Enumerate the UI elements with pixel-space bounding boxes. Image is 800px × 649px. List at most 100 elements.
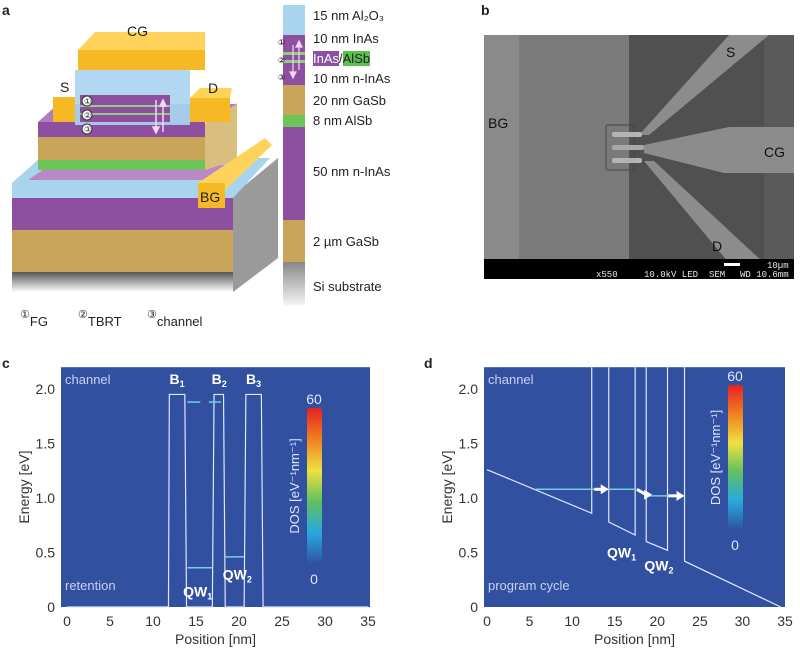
colorbar-max: 60 (727, 368, 743, 384)
annotation-channel: channel (488, 372, 534, 387)
band-edge-line (608, 367, 636, 537)
tunnel-arrows (151, 98, 168, 135)
x-tick-label: 0 (63, 613, 71, 629)
col-si (283, 262, 305, 305)
quantum-well-label: QW2 (223, 566, 252, 584)
tunneling-arrow-head (676, 490, 685, 501)
d-label: D (208, 80, 218, 96)
gasb-layer (38, 137, 205, 160)
col-n-inas (283, 127, 305, 220)
wd-text: WD 10.6mm (740, 270, 789, 279)
bg-top (198, 138, 272, 190)
cg-electrode (644, 127, 794, 173)
quantum-well-label: QW2 (644, 558, 673, 576)
x-tick-label: 20 (231, 613, 247, 629)
legend-text: channel (156, 314, 203, 329)
legend-num: ① (20, 309, 30, 321)
colorbar-label: DOS [eV⁻¹nm⁻¹] (287, 438, 302, 533)
col-alsb (283, 115, 305, 127)
x-tick-label: 35 (360, 613, 376, 629)
colorbar-label: DOS [eV⁻¹nm⁻¹] (708, 410, 723, 505)
legend-tbrt: ②TBRT (78, 308, 122, 329)
col-marker-1: ① (278, 38, 285, 47)
y-tick-label: 0 (47, 599, 55, 615)
sem-bg-label: BG (488, 115, 508, 131)
tunneling-arrow-head (600, 484, 609, 495)
y-tick-label: 1.0 (36, 490, 56, 506)
x-tick-label: 0 (483, 613, 491, 629)
si-substrate (12, 272, 233, 292)
annotation-bottom: retention (65, 578, 116, 593)
legend-text: TBRT (87, 314, 122, 329)
s-electrode (639, 35, 769, 135)
marker-3: ③ (84, 125, 91, 134)
colorbar (728, 385, 743, 530)
gasb-buffer (12, 230, 233, 272)
x-tick-label: 10 (145, 613, 161, 629)
x-tick-label: 20 (649, 613, 665, 629)
substrate-side (233, 158, 278, 292)
col-alsb-stripe (283, 52, 305, 55)
finger (612, 132, 642, 137)
quantum-well-label: QW1 (183, 584, 212, 602)
col-arrows (289, 39, 303, 80)
col-al2o3 (283, 5, 305, 35)
x-tick-label: 5 (106, 613, 114, 629)
legend-num: ③ (147, 309, 157, 321)
sem-image: BG S CG D 10µm x550 10.0kV LED SEM WD 10… (484, 35, 794, 279)
bg-electrode (484, 35, 519, 279)
x-tick-label: 30 (317, 613, 333, 629)
sem-s-label: S (726, 44, 735, 60)
sem-d-label: D (712, 238, 722, 254)
quantum-well-label: QW1 (607, 545, 636, 563)
annotation-channel: channel (65, 372, 111, 387)
layer-label: 8 nm AlSb (313, 113, 373, 128)
y-axis-label: Energy [eV] (16, 451, 32, 524)
mesa-region (519, 35, 629, 279)
control-gate (78, 50, 205, 70)
s-label: S (60, 79, 69, 95)
layer-label-inas-alsb: InAs/AlSb (313, 51, 371, 66)
x-tick-label: 15 (188, 613, 204, 629)
cg-top (78, 32, 205, 50)
layer-label: 50 nm n-InAs (313, 164, 391, 179)
fg-layers (80, 95, 170, 122)
colorbar (307, 408, 322, 564)
panel-label-a: a (2, 2, 10, 18)
alsb-tag: AlSb (342, 51, 371, 66)
sem-cg-label: CG (764, 144, 785, 160)
tbrt-stripe (80, 113, 170, 115)
n-inas-layer (12, 198, 233, 230)
panel-label-d: d (424, 355, 433, 371)
scale-bar (724, 263, 740, 266)
layer-label: Si substrate (313, 279, 382, 294)
band-edge-line (683, 367, 782, 608)
x-axis-label: Position [nm] (594, 631, 675, 647)
x-tick-label: 10 (564, 613, 580, 629)
marker-1: ① (84, 97, 91, 106)
y-tick-label: 2.0 (459, 381, 479, 397)
panel-label-b: b (481, 2, 490, 18)
legend-channel: ③channel (147, 308, 202, 329)
col-marker-2: ② (278, 56, 285, 65)
cg-label: CG (127, 23, 148, 39)
source-contact (53, 97, 75, 122)
band-edge-line (645, 367, 669, 552)
marker-circles (81, 95, 93, 135)
annotation-bottom: program cycle (488, 578, 570, 593)
kv-text: 10.0kV LED (644, 270, 698, 279)
bg-contact (198, 183, 225, 208)
drain-contact (190, 98, 230, 122)
colorbar-min: 0 (310, 571, 318, 587)
col-gasb (283, 85, 305, 115)
mode-text: SEM (709, 270, 725, 279)
tbrt-stripe (80, 105, 170, 107)
layer-label: 2 µm GaSb (313, 234, 380, 249)
layer-label: 10 nm n-InAs (313, 71, 391, 86)
finger (612, 145, 644, 150)
energy-band-chart-c: 0 5 10 15 20 25 30 35 0 0.5 1.0 1.5 2.0 Position [nm]… (16, 367, 376, 647)
x-tick-label: 30 (735, 613, 751, 629)
sep: / (339, 51, 343, 66)
x-tick-label: 15 (607, 613, 623, 629)
bg-label: BG (200, 189, 220, 205)
